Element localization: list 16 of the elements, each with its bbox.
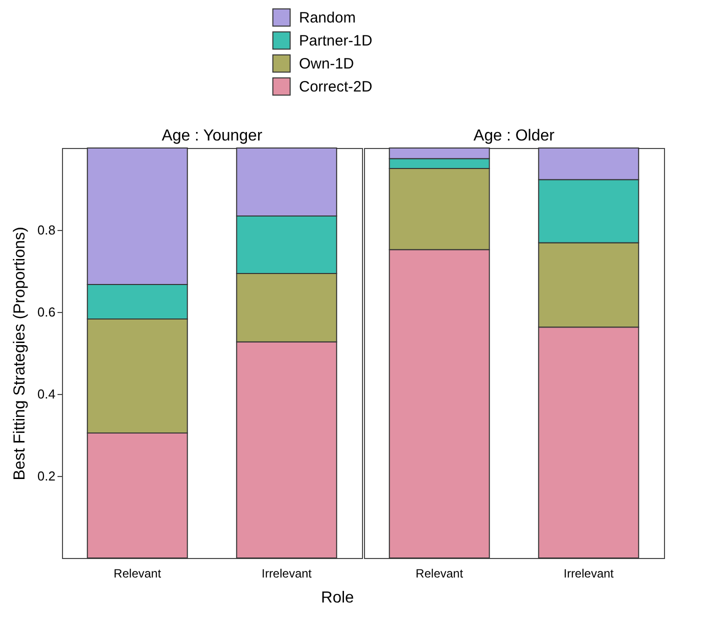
legend-label: Own-1D [299, 56, 354, 72]
x-tick-label: Relevant [114, 566, 162, 580]
legend-label: Partner-1D [299, 32, 373, 50]
legend-label: Random [299, 10, 356, 26]
x-tick-label: Relevant [416, 566, 464, 580]
chart-title: Age : Younger [162, 128, 263, 144]
y-axis-title: Best Fitting Strategies (Proportions) [11, 226, 28, 480]
legend-label: Correct-2D [299, 78, 373, 96]
x-tick-label: Irrelevant [564, 566, 614, 580]
chart-title: Age : Older [474, 128, 556, 144]
y-tick-label: 0.2 [37, 468, 56, 484]
y-tick-label: 0.8 [37, 222, 56, 238]
x-tick-label: Irrelevant [262, 566, 312, 580]
y-tick-label: 0.6 [37, 304, 56, 320]
y-tick-label: 0.4 [37, 386, 56, 402]
x-axis-title: Role [321, 590, 354, 606]
